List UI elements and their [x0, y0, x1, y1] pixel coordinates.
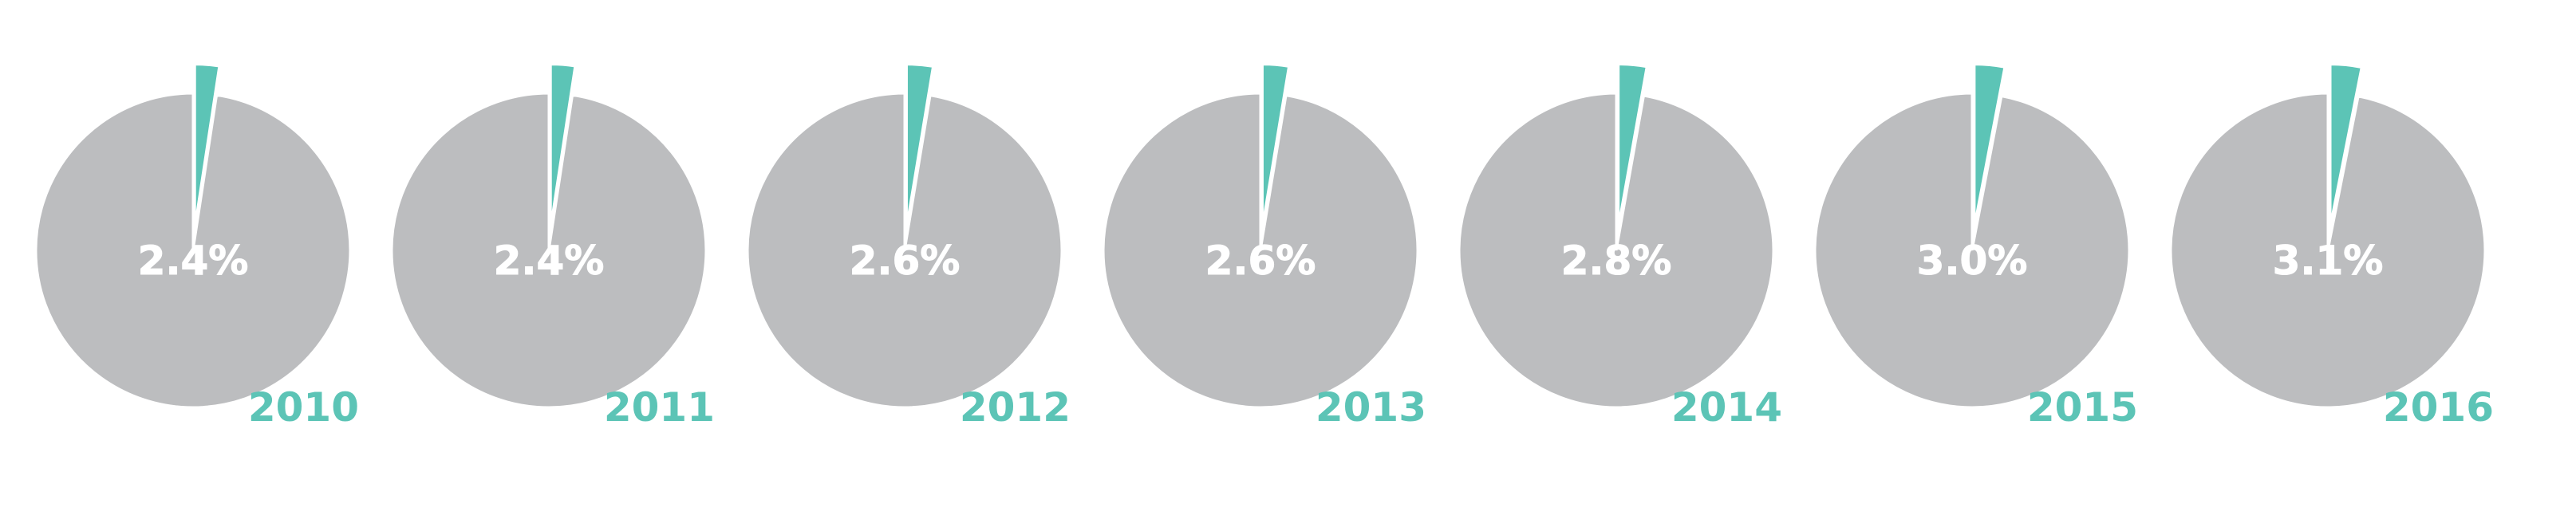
pie-highlight-slice [194, 64, 220, 222]
pie-chart-2013: 2.6% 2013 [1102, 64, 1426, 431]
pie-chart-2011: 2.4% 2011 [390, 64, 715, 431]
percent-label: 2.8% [1561, 238, 1672, 284]
pie-chart-2012: 2.6% 2012 [746, 64, 1071, 431]
pie-highlight-slice [550, 64, 576, 222]
year-label: 2011 [604, 384, 715, 431]
pie-highlight-slice [1261, 64, 1290, 222]
pie-chart-2016: 3.1% 2016 [2169, 64, 2494, 431]
pie-highlight-slice [1618, 64, 1647, 222]
pie-highlight-slice [2329, 64, 2362, 222]
pie-remainder-slice [390, 92, 708, 409]
pie-remainder-slice [1458, 92, 1775, 409]
pie-chart-2015: 3.0% 2015 [1813, 64, 2138, 431]
pie-remainder-slice [2169, 92, 2487, 409]
pie-highlight-slice [905, 64, 934, 222]
percent-label: 2.6% [850, 238, 961, 284]
year-label: 2014 [1671, 384, 1782, 431]
pie-remainder-slice [34, 92, 352, 409]
year-label: 2012 [960, 384, 1071, 431]
percent-label: 2.4% [138, 238, 249, 284]
pie-remainder-slice [1813, 92, 2131, 409]
year-label: 2015 [2027, 384, 2138, 431]
pie-chart-2010: 2.4% 2010 [34, 64, 359, 431]
percent-label: 3.0% [1917, 238, 2028, 284]
percent-label: 3.1% [2273, 238, 2384, 284]
year-label: 2010 [248, 384, 359, 431]
pie-highlight-slice [1974, 64, 2006, 222]
pie-remainder-slice [746, 92, 1063, 409]
percent-label: 2.6% [1205, 238, 1316, 284]
pie-remainder-slice [1102, 92, 1419, 409]
year-label: 2013 [1316, 384, 1426, 431]
percent-label: 2.4% [494, 238, 605, 284]
year-label: 2016 [2383, 384, 2494, 431]
pie-chart-2014: 2.8% 2014 [1458, 64, 1782, 431]
